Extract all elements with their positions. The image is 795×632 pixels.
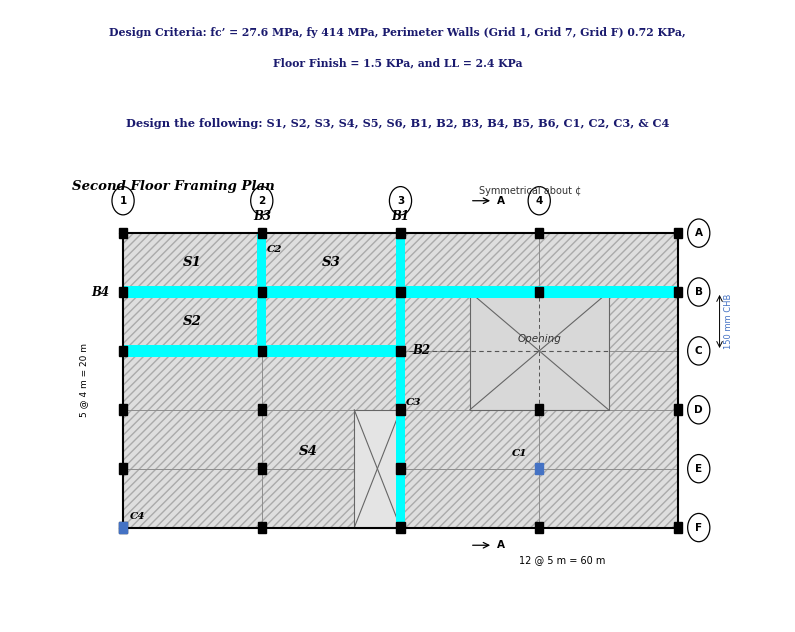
Bar — [674, 228, 682, 238]
Text: 4: 4 — [536, 196, 543, 206]
Bar — [119, 287, 127, 297]
Text: 1: 1 — [119, 196, 126, 206]
Bar — [123, 351, 262, 410]
Bar — [674, 404, 682, 415]
Bar — [535, 404, 543, 415]
Bar — [674, 287, 682, 297]
Bar — [119, 404, 127, 415]
Bar — [535, 287, 543, 297]
Bar — [397, 404, 405, 415]
Bar — [258, 346, 266, 356]
Text: Floor Finish = 1.5 KPa, and LL = 2.4 KPa: Floor Finish = 1.5 KPa, and LL = 2.4 KPa — [273, 57, 522, 68]
Bar — [123, 233, 262, 292]
Bar — [262, 410, 401, 469]
Text: 12 @ 5 m = 60 m: 12 @ 5 m = 60 m — [519, 555, 606, 565]
Bar — [397, 463, 405, 474]
Bar — [119, 522, 127, 533]
Text: B2: B2 — [412, 344, 430, 358]
Bar — [119, 463, 127, 474]
Text: Opening: Opening — [518, 334, 561, 344]
Text: Design the following: S1, S2, S3, S4, S5, S6, B1, B2, B3, B4, B5, B6, C1, C2, C3: Design the following: S1, S2, S3, S4, S5… — [126, 118, 669, 129]
Circle shape — [528, 186, 550, 215]
Bar — [119, 228, 127, 238]
Bar — [539, 233, 678, 292]
Text: B: B — [695, 287, 703, 297]
Text: C1: C1 — [512, 449, 528, 458]
Bar — [535, 463, 543, 474]
Bar — [123, 469, 262, 528]
Text: B1: B1 — [391, 210, 409, 222]
Bar — [401, 410, 539, 469]
Text: C2: C2 — [267, 245, 283, 254]
Bar — [123, 410, 262, 469]
Text: S4: S4 — [299, 444, 317, 458]
Bar — [401, 233, 539, 292]
Text: F: F — [695, 523, 702, 533]
Bar — [123, 292, 262, 351]
Text: S1: S1 — [183, 256, 202, 269]
Bar — [396, 410, 405, 528]
Bar — [396, 233, 405, 528]
Text: B3: B3 — [253, 210, 271, 222]
Text: Second Floor Framing Plan: Second Floor Framing Plan — [72, 179, 275, 193]
Circle shape — [390, 186, 412, 215]
Bar — [123, 233, 678, 528]
Bar — [119, 346, 127, 356]
Bar — [258, 463, 266, 474]
Bar — [355, 410, 401, 528]
Text: A: A — [695, 228, 703, 238]
Circle shape — [688, 337, 710, 365]
Bar — [262, 469, 401, 528]
Text: 150 mm CHB: 150 mm CHB — [724, 294, 733, 349]
Bar — [401, 292, 539, 351]
Bar — [262, 351, 401, 410]
Bar — [674, 522, 682, 533]
Bar — [535, 228, 543, 238]
Bar — [535, 522, 543, 533]
Text: 3: 3 — [397, 196, 404, 206]
Circle shape — [688, 454, 710, 483]
Bar — [539, 410, 678, 469]
Bar — [470, 292, 609, 410]
Text: D: D — [695, 404, 703, 415]
Text: 5 @ 4 m = 20 m: 5 @ 4 m = 20 m — [80, 343, 88, 417]
Circle shape — [250, 186, 273, 215]
Circle shape — [688, 513, 710, 542]
Text: S2: S2 — [183, 315, 202, 328]
Bar — [258, 228, 266, 238]
Text: E: E — [695, 464, 702, 474]
Bar — [262, 233, 401, 292]
Circle shape — [688, 278, 710, 306]
Bar — [123, 345, 401, 357]
Bar — [123, 286, 678, 298]
Bar — [258, 287, 266, 297]
Circle shape — [112, 186, 134, 215]
Bar — [401, 351, 539, 410]
Bar — [257, 233, 266, 351]
Bar — [397, 522, 405, 533]
Bar — [258, 404, 266, 415]
Bar — [262, 292, 401, 351]
Text: C: C — [695, 346, 703, 356]
Text: C3: C3 — [406, 398, 421, 407]
Text: A: A — [497, 540, 505, 550]
Text: Symmetrical about ¢: Symmetrical about ¢ — [479, 186, 581, 196]
Bar — [539, 292, 678, 351]
Text: A: A — [497, 196, 505, 206]
Circle shape — [688, 396, 710, 424]
Bar — [401, 469, 539, 528]
Circle shape — [688, 219, 710, 247]
Bar — [539, 351, 678, 410]
Text: Design Criteria: fc’ = 27.6 MPa, fy 414 MPa, Perimeter Walls (Grid 1, Grid 7, Gr: Design Criteria: fc’ = 27.6 MPa, fy 414 … — [109, 27, 686, 39]
Bar — [397, 287, 405, 297]
Text: S3: S3 — [322, 256, 340, 269]
Bar — [397, 346, 405, 356]
Text: 2: 2 — [258, 196, 266, 206]
Bar — [258, 522, 266, 533]
Bar — [397, 228, 405, 238]
Bar — [539, 469, 678, 528]
Bar — [119, 522, 127, 533]
Text: B4: B4 — [91, 286, 109, 298]
Text: C4: C4 — [130, 511, 145, 521]
